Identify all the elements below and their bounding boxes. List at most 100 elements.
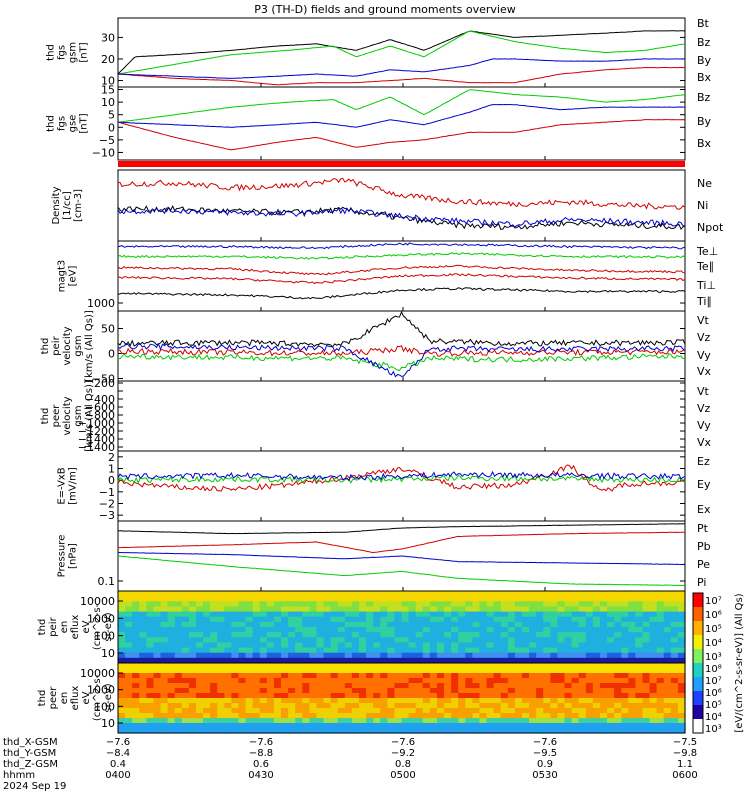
- spectrogram-cell: [628, 627, 636, 633]
- spectrogram-cell: [635, 703, 644, 709]
- spectrogram-cell: [529, 663, 537, 669]
- spectrogram-cell: [295, 713, 303, 719]
- spectrogram-cell: [153, 627, 162, 633]
- spectrogram-cell: [599, 678, 608, 684]
- spectrogram-cell: [479, 693, 488, 699]
- spectrogram-cell: [514, 606, 523, 613]
- spectrogram-cell: [557, 611, 566, 618]
- spectrogram-cell: [429, 718, 438, 724]
- spectrogram-cell: [238, 601, 247, 608]
- spectrogram-cell: [635, 673, 644, 679]
- spectrogram-cell: [316, 683, 325, 689]
- spectrogram-cell: [401, 698, 410, 704]
- spectrogram-cell: [351, 688, 360, 694]
- spectrogram-cell: [302, 678, 310, 684]
- spectrogram-cell: [203, 627, 211, 633]
- spectrogram-cell: [167, 616, 176, 623]
- spectrogram-cell: [649, 723, 658, 729]
- spectrogram-cell: [266, 647, 275, 654]
- spectrogram-cell: [259, 718, 268, 724]
- spectrogram-cell: [429, 693, 438, 699]
- spectrogram-cell: [238, 647, 247, 654]
- spectrogram-cell: [656, 627, 665, 633]
- spectrogram-cell: [621, 663, 629, 669]
- spectrogram-cell: [181, 683, 190, 689]
- spectrogram-cell: [210, 688, 218, 694]
- ytick-label: −400: [85, 393, 115, 406]
- spectrogram-cell: [132, 596, 140, 602]
- spectrogram-cell: [451, 728, 459, 734]
- spectrogram-cell: [195, 632, 204, 638]
- spectrogram-cell: [195, 657, 204, 664]
- spectrogram-cell: [670, 606, 679, 613]
- spectrogram-cell: [628, 698, 636, 704]
- spectrogram-cell: [309, 728, 318, 734]
- panel-frame: [117, 86, 686, 161]
- spectrogram-cell: [514, 708, 523, 714]
- spectrogram-cell: [118, 693, 126, 699]
- spectrogram-cell: [444, 611, 452, 618]
- spectrogram-cell: [118, 632, 126, 638]
- spectrogram-cell: [642, 642, 651, 649]
- spectrogram-cell: [203, 657, 211, 664]
- spectrogram-cell: [585, 693, 594, 699]
- spectrogram-cell: [607, 708, 615, 714]
- spectrogram-cell: [146, 637, 155, 644]
- spectrogram-cell: [132, 616, 140, 623]
- legend-1: Bz: [697, 36, 711, 49]
- spectrogram-cell: [607, 616, 615, 623]
- spectrogram-cell: [231, 616, 240, 623]
- spectrogram-cell: [358, 621, 367, 628]
- spectrogram-cell: [217, 703, 225, 709]
- spectrogram-cell: [309, 611, 318, 618]
- spectrogram-cell: [132, 642, 140, 649]
- spectrogram-cell: [210, 703, 218, 709]
- spectrogram-cell: [281, 693, 289, 699]
- spectrogram-cell: [316, 601, 325, 608]
- spectrogram-cell: [663, 621, 672, 628]
- spectrogram-cell: [259, 673, 268, 679]
- spectrogram-cell: [174, 601, 183, 608]
- spectrogram-cell: [536, 627, 544, 633]
- spectrogram-cell: [309, 698, 318, 704]
- spectrogram-cell: [536, 632, 544, 638]
- spectrogram-cell: [677, 723, 686, 729]
- spectrogram-cell: [245, 616, 254, 623]
- spectrogram-cell: [444, 627, 452, 633]
- spectrogram-cell: [677, 647, 686, 654]
- spectrogram-cell: [394, 611, 403, 618]
- spectrogram-cell: [295, 606, 303, 613]
- spectrogram-cell: [302, 652, 310, 659]
- spectrogram-cell: [521, 627, 530, 633]
- spectrogram-cell: [621, 601, 629, 608]
- spectrogram-cell: [415, 693, 424, 699]
- ylabel-line: thd: [40, 338, 51, 355]
- spectrogram-cell: [330, 606, 339, 613]
- spectrogram-cell: [592, 713, 601, 719]
- spectrogram-cell: [273, 611, 282, 618]
- spectrogram-cell: [621, 728, 629, 734]
- spectrogram-cell: [621, 688, 629, 694]
- ytick-label: 0: [108, 348, 115, 361]
- spectrogram-cell: [323, 611, 332, 618]
- spectrogram-cell: [479, 723, 488, 729]
- spectrogram-cell: [514, 668, 523, 674]
- spectrogram-cell: [429, 627, 438, 633]
- spectrogram-cell: [465, 718, 473, 724]
- spectrogram-cell: [125, 652, 133, 659]
- spectrogram-cell: [486, 688, 495, 694]
- spectrogram-cell: [316, 673, 325, 679]
- spectrogram-cell: [245, 708, 254, 714]
- spectrogram-cell: [436, 632, 445, 638]
- spectrogram-cell: [493, 621, 502, 628]
- spectrogram-cell: [607, 693, 615, 699]
- spectrogram-cell: [415, 723, 424, 729]
- spectrogram-cell: [543, 611, 551, 618]
- spectrogram-cell: [479, 713, 488, 719]
- spectrogram-cell: [500, 728, 509, 734]
- spectrogram-cell: [607, 621, 615, 628]
- spectrogram-cell: [649, 596, 658, 602]
- spectrogram-cell: [529, 723, 537, 729]
- spectrogram-cell: [521, 657, 530, 664]
